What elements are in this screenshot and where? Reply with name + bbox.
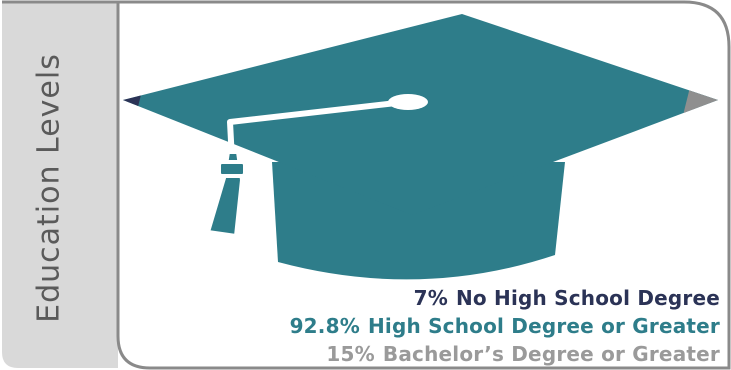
stat-label: Bachelor’s Degree or Greater	[382, 342, 720, 366]
stat-bachelors-or-greater: 15% Bachelor’s Degree or Greater	[326, 342, 720, 366]
tassel-cord	[227, 99, 408, 163]
cap-board	[123, 14, 718, 215]
stat-value: 15%	[326, 342, 375, 366]
side-panel	[2, 2, 118, 368]
stat-label: No High School Degree	[455, 286, 720, 310]
cap-crown	[272, 162, 565, 280]
tassel	[206, 150, 247, 238]
stat-value: 92.8%	[289, 314, 360, 338]
side-title: Education Levels	[31, 53, 67, 323]
stat-value: 7%	[413, 286, 448, 310]
stat-high-school-or-greater: 92.8% High School Degree or Greater	[290, 314, 720, 338]
stat-no-high-school: 7% No High School Degree	[414, 286, 720, 310]
graduation-cap-icon	[123, 14, 718, 280]
cap-board-right-segment	[683, 90, 718, 113]
stat-label: High School Degree or Greater	[367, 314, 720, 338]
cap-board-left-segment	[123, 95, 141, 107]
cap-button	[388, 94, 428, 110]
